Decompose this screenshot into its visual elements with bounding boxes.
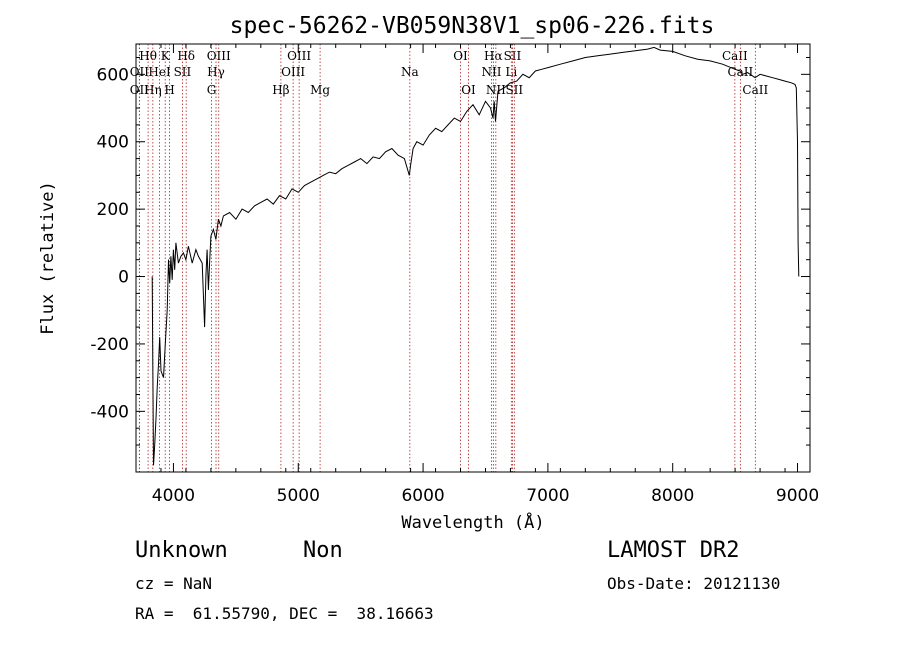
x-tick-label: 7000: [526, 486, 569, 506]
plot-frame: [135, 43, 811, 473]
x-axis-label: Wavelength (Å): [401, 511, 544, 533]
x-axis: 4000 5000 6000 7000 8000 9000: [135, 44, 819, 506]
marker-label: K: [161, 49, 171, 63]
x-tick-label: 4000: [152, 486, 195, 506]
marker-label: Mg: [310, 83, 330, 97]
marker-label: Na: [401, 65, 419, 79]
y-axis: -400 -200 0 200 400 600: [90, 56, 810, 446]
marker-label: OIII: [287, 49, 311, 63]
marker-label: G: [207, 83, 217, 97]
marker-label: NII: [481, 65, 501, 79]
y-tick-label: 600: [97, 65, 129, 85]
marker-label: OII: [130, 65, 150, 79]
survey-label: LAMOST DR2: [607, 538, 740, 563]
marker-label: OI: [461, 83, 476, 97]
marker-label: SII: [505, 83, 523, 97]
marker-label: SII: [504, 49, 522, 63]
series-group: [151, 46, 800, 466]
y-tick-label: -400: [90, 402, 129, 422]
x-tick-label: 9000: [776, 486, 819, 506]
coordinates: RA = 61.55790, DEC = 38.16663: [135, 604, 434, 623]
marker-label: OIII: [281, 65, 305, 79]
marker-label: CaII: [742, 83, 768, 97]
redshift-readout: cz = NaN: [135, 574, 213, 593]
y-tick-label: 0: [118, 268, 129, 288]
x-tick-label: 5000: [277, 486, 320, 506]
marker-label: Hγ: [207, 65, 225, 79]
y-tick-label: 400: [97, 133, 129, 153]
y-axis-label: Flux (relative): [38, 181, 58, 335]
class-name: Unknown: [135, 538, 228, 563]
marker-label: SII: [174, 65, 192, 79]
obs-date: Obs-Date: 20121130: [607, 574, 781, 593]
marker-label: OIII: [207, 49, 231, 63]
marker-label: OI: [453, 49, 468, 63]
marker-label: Hδ: [177, 49, 195, 63]
spectrum-line: [151, 46, 800, 466]
marker-label: Hθ: [139, 49, 157, 63]
y-tick-label: 200: [97, 200, 129, 220]
y-tick-label: -200: [90, 335, 129, 355]
marker-label: Hη: [144, 83, 162, 97]
x-tick-label: 8000: [651, 486, 694, 506]
marker-label: Li: [505, 65, 517, 79]
marker-label: NII: [486, 83, 506, 97]
marker-label: Hβ: [272, 83, 289, 97]
marker-label: Hα: [484, 49, 503, 63]
marker-label: CaII: [722, 49, 748, 63]
chart-title: spec-56262-VB059N38V1_sp06-226.fits: [230, 13, 715, 39]
x-tick-label: 6000: [401, 486, 444, 506]
marker-label: HeI: [148, 65, 171, 79]
marker-label: H: [164, 83, 174, 97]
subclass: Non: [303, 538, 343, 563]
